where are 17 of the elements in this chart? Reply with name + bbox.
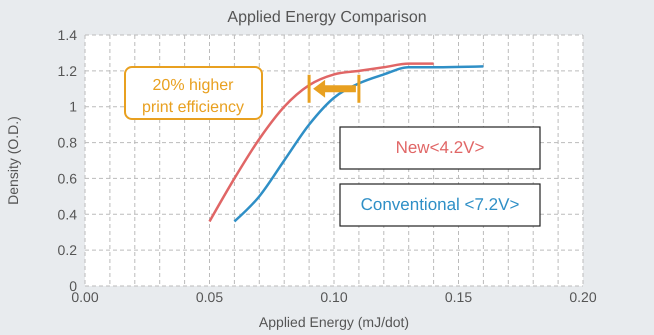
- y-tick-label: 0.8: [58, 134, 78, 151]
- x-tick-label: 0.15: [444, 289, 472, 305]
- y-tick-label: 1.4: [58, 27, 78, 43]
- y-axis-title: Density (O.D.): [5, 116, 21, 205]
- x-tick-label: 0.20: [569, 289, 597, 305]
- y-tick-label: 1: [69, 98, 78, 115]
- chart-title: Applied Energy Comparison: [227, 9, 427, 26]
- x-axis-title: Applied Energy (mJ/dot): [258, 314, 410, 330]
- annotation: 20% higher print efficiency: [142, 77, 244, 116]
- y-tick-label: 0.2: [58, 242, 78, 258]
- y-tick-label: 1.2: [58, 62, 78, 79]
- text: New<4.2V>: [396, 138, 484, 157]
- text: Conventional <7.2V>: [360, 195, 520, 214]
- x-tick-label: 0.10: [320, 289, 348, 305]
- y-tick-label: 0.6: [58, 170, 78, 186]
- y-tick-label: 0.4: [58, 206, 78, 222]
- x-tick-label: 0.05: [196, 289, 224, 305]
